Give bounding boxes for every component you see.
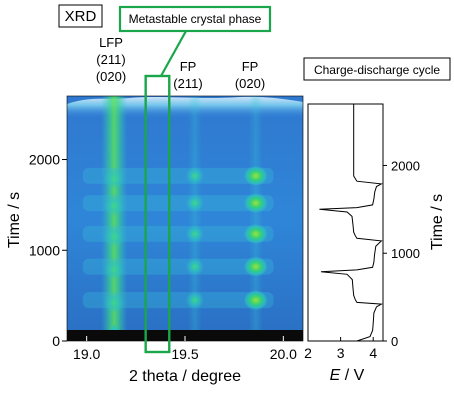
cycle-x-tick-label: 2 — [304, 345, 312, 361]
x-tick-label: 19.0 — [73, 346, 100, 362]
cycle-x-tick-label: 3 — [337, 345, 345, 361]
peak-labels: LFP (211) (020) FP (211) FP (020) — [96, 35, 265, 91]
annotation-text: Metastable crystal phase — [129, 12, 262, 26]
cycle-y-axis-label: Time / s — [429, 194, 446, 250]
fp-020-spot — [243, 223, 268, 244]
y-tick-label: 0 — [52, 333, 60, 349]
fp-211-spot — [185, 194, 204, 213]
lfp-spot — [104, 226, 125, 247]
cycle-curve — [319, 104, 384, 342]
annotation-box — [118, 5, 272, 33]
fp-211-spot — [185, 166, 204, 185]
peak-label: (020) — [96, 69, 126, 84]
fp-020-spot — [243, 290, 268, 311]
bottom-baseline — [67, 330, 303, 341]
fp-211-spot — [185, 257, 204, 276]
lfp-spot — [104, 168, 125, 189]
fp-211-spot — [185, 291, 204, 310]
xrd-axes: 19.0 19.5 20.0 0 1000 2000 2 theta / degree Tim… — [6, 152, 297, 385]
fp-020-spot — [243, 165, 268, 186]
cycle-band — [82, 292, 274, 309]
x-tick-label: 19.5 — [171, 346, 198, 362]
y-axis-label: Time / s — [6, 192, 23, 248]
x-axis-label: 2 theta / degree — [129, 368, 241, 385]
lfp-hot-peak — [110, 341, 118, 352]
panel-label-box — [58, 4, 103, 28]
cycle-title-box — [303, 57, 451, 81]
peak-label: FP — [242, 59, 259, 74]
xrd-heatmap — [67, 96, 303, 352]
cycle-band — [82, 258, 274, 275]
cycle-axes: 2 3 40 1000 2000 E / V Time / s — [304, 158, 446, 384]
peak-label: (211) — [173, 76, 202, 91]
peak-label: LFP — [99, 35, 123, 50]
annotation-region — [144, 74, 171, 354]
annotation-pointer — [160, 30, 187, 77]
panel-label: XRD — [65, 8, 97, 25]
y-tick-label: 2000 — [29, 152, 60, 168]
fp-020-spot — [243, 256, 268, 277]
heatmap-features — [82, 96, 274, 352]
peak-label: (020) — [235, 76, 265, 91]
x-tick-label: 20.0 — [270, 346, 297, 362]
cycle-y-tick-label: 2000 — [391, 158, 420, 173]
fp-211-spot — [185, 224, 204, 243]
cycle-x-axis-label: E / V — [330, 367, 365, 384]
cycle-band — [82, 167, 274, 184]
lfp-spot — [104, 293, 125, 314]
peak-label: FP — [180, 59, 197, 74]
lfp-hot-peak — [107, 341, 121, 347]
cycle-band — [82, 195, 274, 212]
cycle-band — [82, 225, 274, 242]
cycle-y-tick-label: 0 — [391, 334, 398, 349]
lfp-dark-peak — [100, 341, 128, 351]
lfp-spot — [104, 196, 125, 217]
peak-ridge — [248, 96, 263, 341]
cycle-x-tick-label: 4 — [369, 345, 377, 361]
peak-ridge — [187, 96, 202, 341]
peak-label: (211) — [96, 52, 125, 67]
cycle-y-tick-label: 1000 — [391, 246, 420, 261]
cycle-title: Charge-discharge cycle — [314, 63, 440, 77]
cycle-frame — [307, 103, 384, 342]
y-tick-label: 1000 — [29, 242, 60, 258]
fp-020-spot — [243, 193, 268, 214]
lfp-spot — [104, 259, 125, 280]
